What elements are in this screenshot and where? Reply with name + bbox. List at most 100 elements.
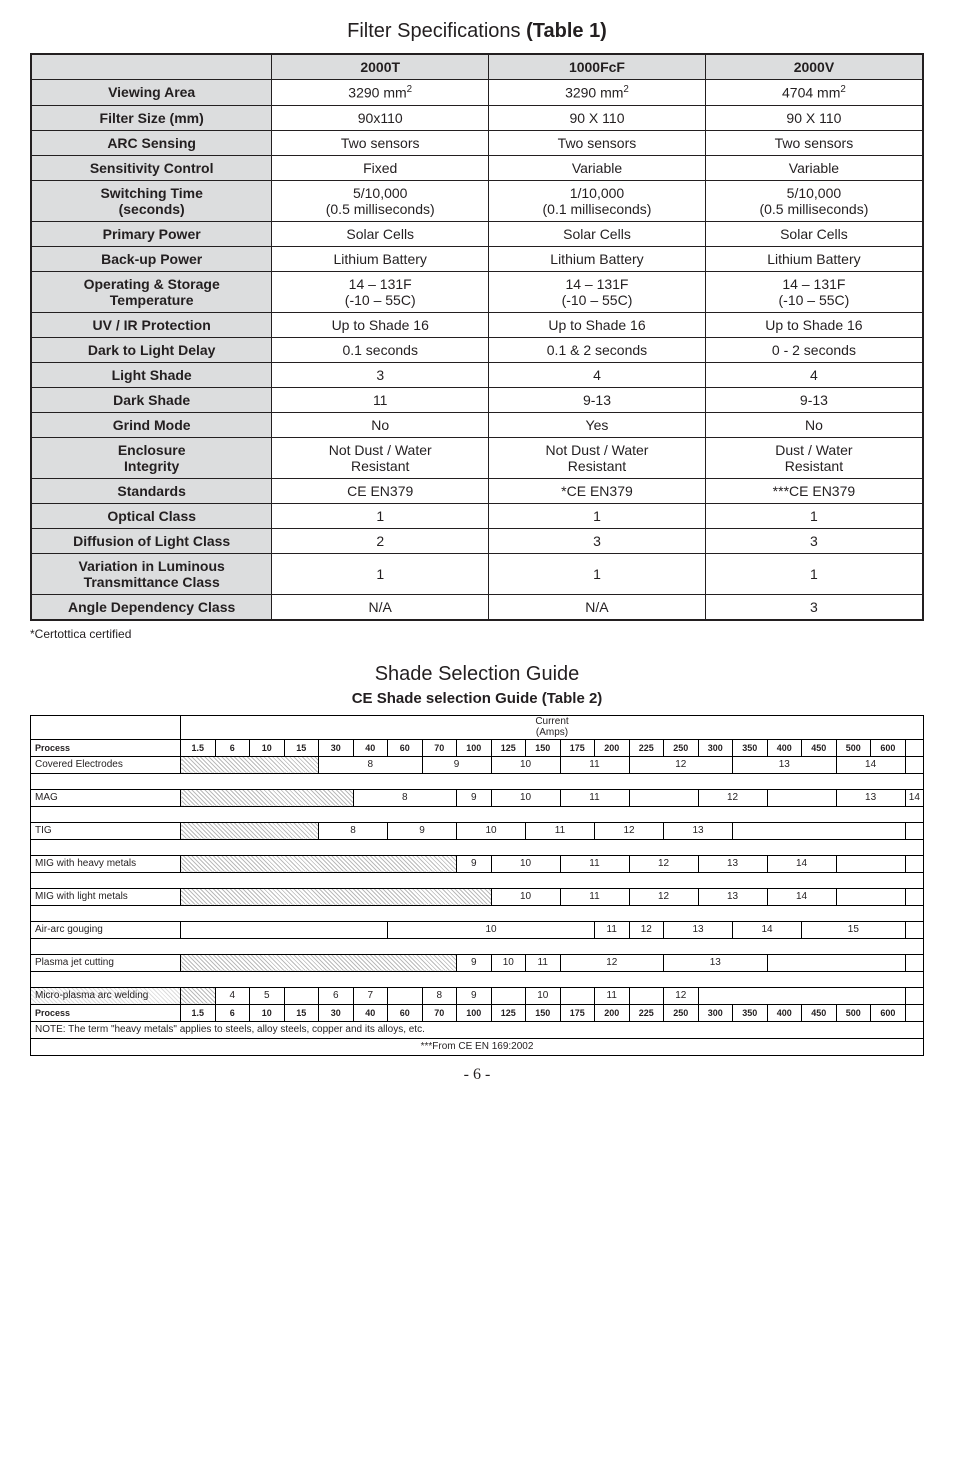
process-header: Process: [31, 1004, 181, 1021]
spec-cell: 3: [705, 594, 923, 620]
amps-value: 100: [457, 739, 492, 756]
shade-cell: [560, 987, 595, 1004]
spec-cell: Solar Cells: [705, 221, 923, 246]
spec-row-label: Optical Class: [31, 503, 272, 528]
spec-cell: 14 – 131F(-10 – 55C): [705, 271, 923, 312]
amps-value: 70: [422, 739, 457, 756]
shade-cell: [491, 987, 526, 1004]
shade-cell: 13: [698, 855, 767, 872]
shade-cell: 9: [457, 954, 492, 971]
spec-cell: 1: [489, 503, 706, 528]
shade-cell: 12: [629, 756, 733, 773]
spec-hdr-2000v: 2000V: [705, 54, 923, 80]
shade-cell: 12: [698, 789, 767, 806]
note-row: NOTE: The term "heavy metals" applies to…: [31, 1021, 924, 1038]
spec-table: 2000T 1000FcF 2000V Viewing Area3290 mm2…: [30, 53, 924, 621]
amps-value: 30: [319, 1004, 354, 1021]
shade-cell: 12: [629, 921, 664, 938]
shade-cell: 10: [388, 921, 595, 938]
amps-value: 350: [733, 1004, 768, 1021]
spec-cell: CE EN379: [272, 478, 489, 503]
amps-value: 500: [836, 739, 871, 756]
spec-cell: 1: [705, 553, 923, 594]
process-name: MAG: [31, 789, 181, 806]
amps-value: 400: [767, 1004, 802, 1021]
process-name: Covered Electrodes: [31, 756, 181, 773]
amps-value: 175: [560, 739, 595, 756]
shade-guide-title: Shade Selection Guide: [30, 663, 924, 686]
hatch-region: [181, 756, 319, 773]
spec-row-label: Filter Size (mm): [31, 105, 272, 130]
spec-cell: 1: [489, 553, 706, 594]
spec-cell: 3: [489, 528, 706, 553]
amps-value: 600: [871, 739, 906, 756]
shade-cell: 9: [422, 756, 491, 773]
spec-cell: Two sensors: [272, 130, 489, 155]
shade-cell: [629, 987, 664, 1004]
spec-cell: Solar Cells: [272, 221, 489, 246]
shade-cell: 9: [457, 789, 492, 806]
spec-cell: Not Dust / WaterResistant: [272, 437, 489, 478]
spec-cell: 3290 mm2: [272, 80, 489, 106]
shade-cell: 8: [422, 987, 457, 1004]
shade-cell: 10: [491, 855, 560, 872]
spec-cell: 2: [272, 528, 489, 553]
shade-cell: 15: [802, 921, 906, 938]
spec-row-label: UV / IR Protection: [31, 312, 272, 337]
spec-cell: No: [272, 412, 489, 437]
shade-cell: [836, 855, 905, 872]
shade-cell: 11: [595, 987, 630, 1004]
spec-cell: Lithium Battery: [489, 246, 706, 271]
spec-hdr-blank: [31, 54, 272, 80]
hatch-region: [181, 954, 457, 971]
shade-cell: 6: [319, 987, 354, 1004]
shade-cell: [388, 987, 423, 1004]
spec-cell: *CE EN379: [489, 478, 706, 503]
shade-cell: 7: [353, 987, 388, 1004]
certottica-footnote: *Certottica certified: [30, 627, 924, 641]
spec-row-label: Dark to Light Delay: [31, 337, 272, 362]
hatch-region: [181, 855, 457, 872]
title1-sub: (Table 1): [526, 20, 607, 42]
spec-cell: Variable: [489, 155, 706, 180]
spec-cell: 90x110: [272, 105, 489, 130]
spec-cell: 5/10,000(0.5 milliseconds): [272, 180, 489, 221]
shade-cell: [836, 888, 905, 905]
process-name: TIG: [31, 822, 181, 839]
spec-row-label: Switching Time(seconds): [31, 180, 272, 221]
amps-value: 15: [284, 739, 319, 756]
shade-cell: [733, 822, 906, 839]
spec-cell: Up to Shade 16: [705, 312, 923, 337]
shade-cell: 12: [560, 954, 664, 971]
amps-value: 125: [491, 739, 526, 756]
amps-value: 100: [457, 1004, 492, 1021]
amps-value: 250: [664, 1004, 699, 1021]
spec-row-label: Back-up Power: [31, 246, 272, 271]
spec-cell: 3: [272, 362, 489, 387]
amps-value: 600: [871, 1004, 906, 1021]
spec-cell: 9-13: [489, 387, 706, 412]
shade-extra: 14: [905, 789, 923, 806]
hatch-region: [181, 888, 492, 905]
shade-cell: 11: [560, 888, 629, 905]
amps-value: 60: [388, 739, 423, 756]
process-name: Plasma jet cutting: [31, 954, 181, 971]
spec-row-label: Dark Shade: [31, 387, 272, 412]
shade-cell: 14: [767, 855, 836, 872]
spec-row-label: Operating & StorageTemperature: [31, 271, 272, 312]
amps-value: 225: [629, 739, 664, 756]
spec-cell: Lithium Battery: [705, 246, 923, 271]
spec-row-label: Viewing Area: [31, 80, 272, 106]
amps-value: 300: [698, 739, 733, 756]
page-number: - 6 -: [30, 1066, 924, 1084]
shade-cell: 10: [491, 789, 560, 806]
amps-value: 1.5: [181, 739, 216, 756]
spec-row-label: EnclosureIntegrity: [31, 437, 272, 478]
shade-cell: 5: [250, 987, 285, 1004]
spec-cell: 0.1 seconds: [272, 337, 489, 362]
spec-cell: 3: [705, 528, 923, 553]
spec-row-label: Primary Power: [31, 221, 272, 246]
amps-value: 450: [802, 1004, 837, 1021]
amps-value: 150: [526, 739, 561, 756]
shade-cell: [767, 789, 836, 806]
